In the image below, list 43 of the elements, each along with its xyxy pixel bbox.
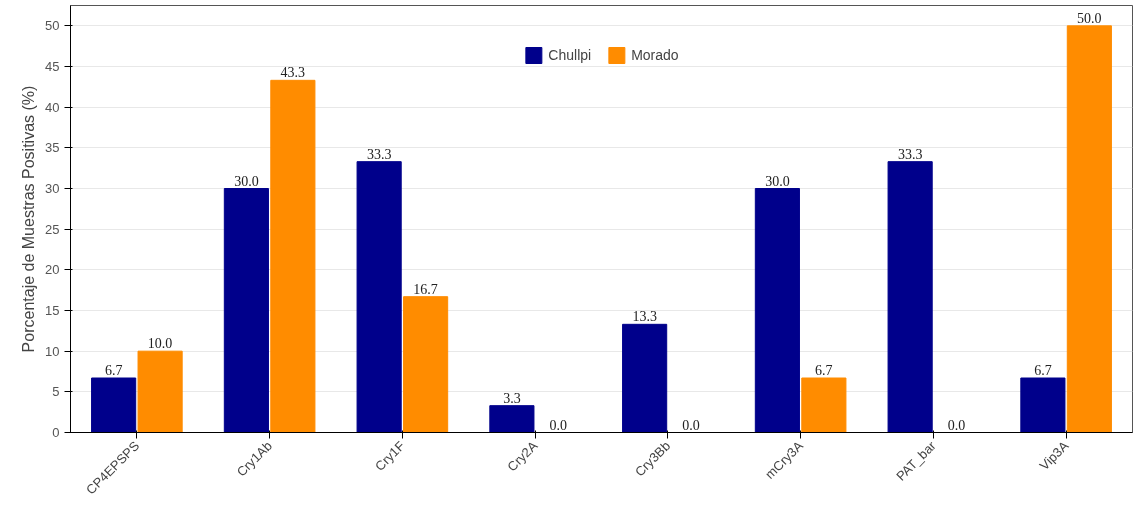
y-tick-label: 15 — [45, 303, 60, 318]
y-tick-label: 10 — [45, 343, 60, 359]
bar — [622, 323, 668, 433]
y-tick-label: 50 — [45, 18, 60, 34]
legend-label: Chullpi — [548, 47, 592, 63]
data-label: 6.7 — [815, 363, 833, 379]
bar — [1020, 377, 1066, 433]
data-label: 13.3 — [632, 309, 657, 325]
bar — [137, 350, 183, 433]
data-label: 50.0 — [1077, 10, 1102, 26]
bar — [489, 405, 535, 433]
y-tick-label: 30 — [45, 181, 60, 196]
data-label: 16.7 — [413, 281, 438, 297]
y-tick-label: 25 — [45, 221, 60, 237]
y-tick-label: 5 — [52, 384, 60, 400]
data-label: 33.3 — [366, 146, 392, 162]
data-label: 3.3 — [503, 390, 521, 406]
bar — [270, 79, 316, 433]
legend-label: Morado — [631, 47, 679, 63]
data-label: 10.0 — [147, 336, 173, 352]
y-tick-label: 0 — [52, 425, 60, 440]
y-tick-label: 40 — [45, 99, 60, 115]
data-label: 6.7 — [104, 363, 123, 379]
data-label: 30.0 — [234, 173, 259, 189]
data-label: 0.0 — [947, 417, 966, 433]
bar — [223, 188, 269, 433]
data-label: 6.7 — [1034, 363, 1052, 379]
data-label: 30.0 — [765, 173, 790, 189]
bar — [91, 377, 137, 433]
data-label: 33.3 — [897, 146, 923, 162]
y-tick-label: 35 — [45, 140, 60, 156]
y-tick-label: 20 — [45, 262, 60, 278]
data-label: 0.0 — [549, 417, 568, 433]
bar — [356, 161, 402, 433]
bar — [887, 161, 933, 433]
y-axis-title: Porcentaje de Muestras Positivas (%) — [20, 85, 38, 353]
bar — [801, 377, 847, 433]
bar — [403, 296, 449, 433]
y-tick-label: 45 — [45, 59, 60, 74]
bar — [1066, 25, 1112, 433]
data-label: 0.0 — [682, 417, 700, 433]
bar — [754, 188, 800, 433]
data-label: 43.3 — [280, 65, 306, 81]
